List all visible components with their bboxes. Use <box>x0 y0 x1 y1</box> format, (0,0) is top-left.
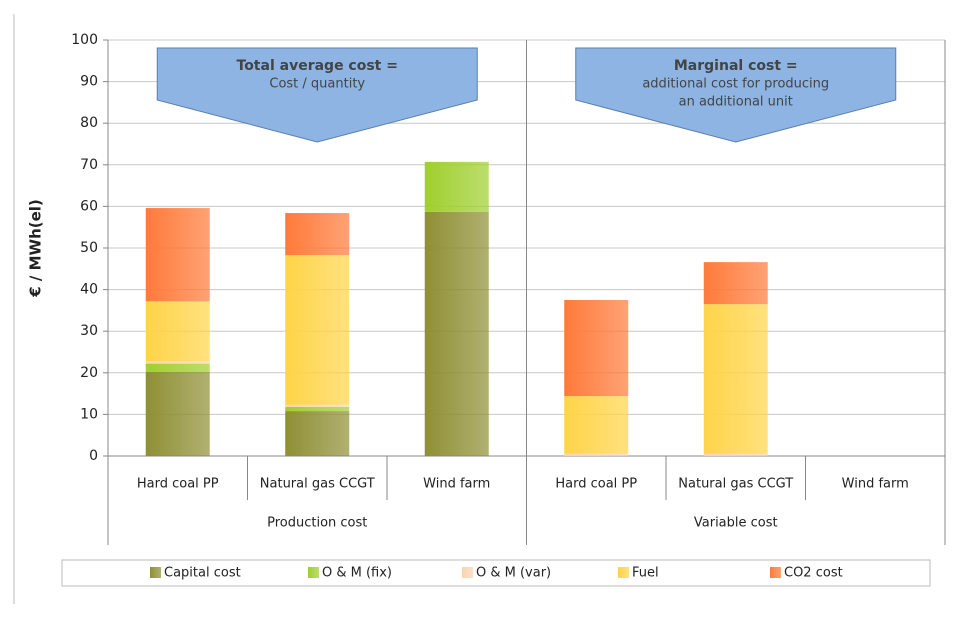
callout-title: Marginal cost = <box>674 58 798 74</box>
y-tick-label: 100 <box>71 32 98 48</box>
bar-segment <box>564 396 629 454</box>
x-tick-label: Natural gas CCGT <box>678 477 793 492</box>
x-tick-label: Wind farm <box>842 477 909 492</box>
bar-segment <box>145 371 210 456</box>
bar-segment <box>145 363 210 372</box>
legend-swatch <box>770 567 781 578</box>
x-tick-label: Natural gas CCGT <box>260 477 375 492</box>
callout-text: additional cost for producing <box>642 77 829 92</box>
y-tick-label: 60 <box>80 198 98 214</box>
legend-label: O & M (fix) <box>322 566 392 581</box>
y-tick-label: 30 <box>80 323 98 339</box>
x-tick-label: Hard coal PP <box>137 477 219 492</box>
y-tick-label: 0 <box>89 448 98 464</box>
legend-swatch <box>308 567 319 578</box>
bar-segment <box>703 304 768 454</box>
bar-segment <box>285 406 350 412</box>
bar-segment <box>145 208 210 302</box>
callout-title: Total average cost = <box>237 58 398 74</box>
bar-segment <box>285 213 350 256</box>
legend-label: Capital cost <box>164 566 241 581</box>
callout-text: an additional unit <box>679 95 793 110</box>
legend-label: Fuel <box>632 566 659 581</box>
y-tick-label: 90 <box>80 74 98 90</box>
bar-segment <box>424 161 489 212</box>
group-label: Production cost <box>267 516 367 531</box>
legend-label: O & M (var) <box>476 566 551 581</box>
legend-swatch <box>150 567 161 578</box>
bar-segment <box>564 300 629 397</box>
legend-box <box>61 559 931 587</box>
x-tick-label: Wind farm <box>423 477 490 492</box>
y-tick-label: 40 <box>80 282 98 298</box>
y-tick-label: 80 <box>80 115 98 131</box>
y-tick-label: 20 <box>80 365 98 381</box>
bar-segment <box>145 361 210 364</box>
y-tick-label: 50 <box>80 240 98 256</box>
x-tick-label: Hard coal PP <box>555 477 637 492</box>
bar-segment <box>424 211 489 456</box>
bar-segment <box>703 453 768 456</box>
bar-segment <box>285 255 350 405</box>
y-tick-label: 10 <box>80 406 98 422</box>
bar-segment <box>145 301 210 362</box>
group-label: Variable cost <box>694 516 778 531</box>
legend-swatch <box>462 567 473 578</box>
legend-swatch <box>618 567 629 578</box>
bar-segment <box>703 262 768 305</box>
bar-segment <box>285 411 350 456</box>
callout-text: Cost / quantity <box>269 77 365 92</box>
legend-label: CO2 cost <box>784 566 843 581</box>
y-tick-label: 70 <box>80 157 98 173</box>
callout <box>156 47 478 143</box>
y-axis-label: € / MWh(el) <box>27 199 45 298</box>
bar-segment <box>285 404 350 407</box>
callout <box>575 47 897 143</box>
bar-segment <box>564 453 629 456</box>
